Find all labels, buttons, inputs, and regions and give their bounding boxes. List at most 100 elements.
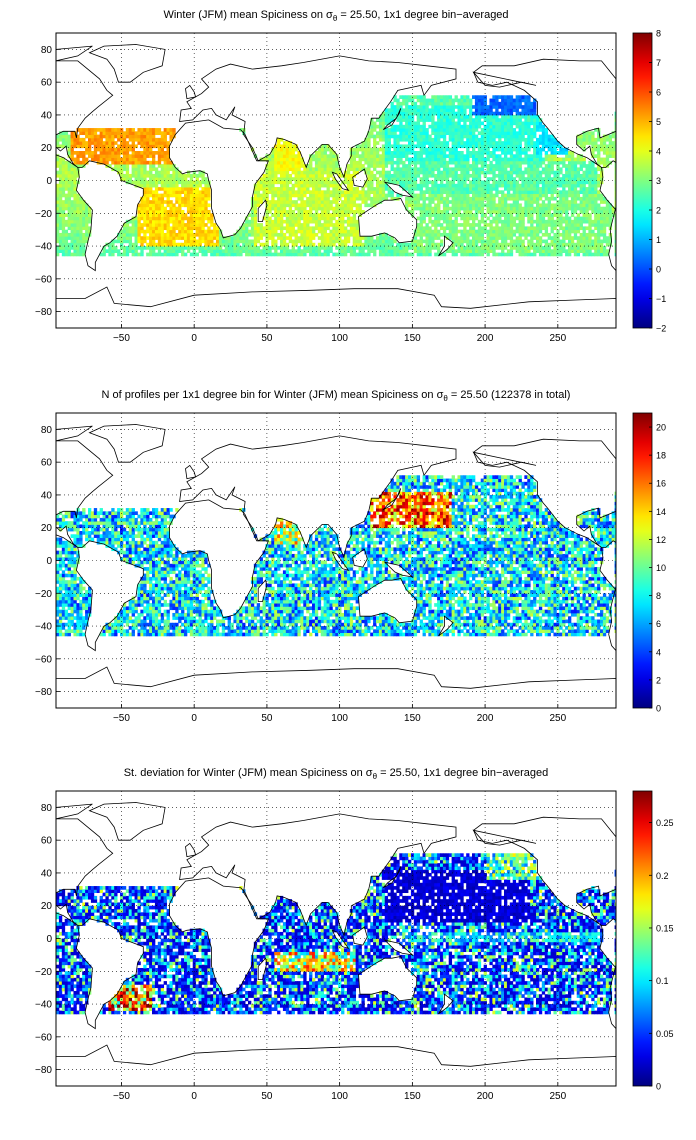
heatmap-cell [474, 151, 479, 155]
heatmap-cell [378, 200, 383, 204]
heatmap-cell [597, 183, 601, 188]
heatmap-cell [480, 167, 485, 172]
heatmap-cell [186, 170, 191, 175]
heatmap-cell [323, 196, 327, 201]
heatmap-cell [451, 187, 455, 191]
heatmap-cell [317, 196, 322, 201]
heatmap-cell [477, 141, 482, 145]
heatmap-cell [122, 137, 127, 142]
heatmap-cell [582, 170, 586, 175]
heatmap-cell [189, 239, 194, 244]
heatmap-cell [381, 187, 386, 191]
heatmap-cell [154, 173, 159, 178]
heatmap-cell [472, 216, 476, 221]
heatmap-cell [381, 183, 386, 188]
heatmap-cell [61, 170, 66, 175]
heatmap-cell [285, 167, 290, 172]
heatmap-cell [329, 216, 333, 221]
heatmap-cell [320, 206, 325, 211]
heatmap-cell [396, 147, 400, 152]
heatmap-cell [67, 160, 71, 165]
heatmap-cell [504, 223, 508, 227]
heatmap-cell [451, 226, 455, 231]
heatmap-cell [605, 252, 610, 257]
heatmap-cell [373, 190, 377, 195]
heatmap-cell [364, 144, 368, 149]
heatmap-cell [67, 151, 71, 155]
heatmap-cell [274, 167, 278, 172]
heatmap-cell [533, 164, 537, 168]
heatmap-cell [544, 232, 549, 237]
heatmap-cell [154, 200, 159, 204]
heatmap-cell [178, 249, 182, 254]
heatmap-cell [431, 196, 435, 201]
heatmap-cell [306, 239, 310, 244]
heatmap-cell [437, 200, 441, 204]
heatmap-cell [198, 173, 202, 178]
heatmap-cell [588, 167, 592, 172]
heatmap-cell [477, 210, 482, 214]
heatmap-cell [387, 187, 391, 191]
heatmap-cell [570, 249, 575, 254]
heatmap-cell [306, 216, 310, 221]
heatmap-cell [85, 157, 89, 162]
heatmap-cell [474, 137, 479, 142]
heatmap-cell [562, 151, 566, 155]
heatmap-cell [271, 200, 275, 204]
heatmap-cell [143, 164, 147, 168]
heatmap-cell [125, 131, 130, 136]
heatmap-cell [268, 249, 272, 254]
heatmap-cell [58, 134, 63, 139]
heatmap-cell [483, 157, 487, 162]
heatmap-cell [268, 160, 272, 165]
heatmap-cell [466, 203, 470, 208]
heatmap-cell [536, 223, 540, 227]
heatmap-cell [93, 134, 98, 139]
heatmap-cell [82, 131, 86, 136]
heatmap-cell [56, 164, 60, 168]
heatmap-cell [437, 177, 441, 181]
heatmap-cell [349, 216, 354, 221]
heatmap-cell [472, 190, 476, 195]
heatmap-cell [600, 200, 604, 204]
heatmap-cell [474, 180, 479, 185]
heatmap-cell [536, 226, 540, 231]
heatmap-cell [530, 154, 534, 158]
heatmap-cell [297, 177, 301, 181]
heatmap-cell [108, 134, 112, 139]
heatmap-cell [437, 144, 441, 149]
heatmap-cell [352, 160, 357, 165]
heatmap-cell [274, 223, 278, 227]
heatmap-cell [492, 232, 496, 237]
heatmap-cell [448, 216, 453, 221]
heatmap-cell [346, 219, 351, 224]
heatmap-cell [370, 177, 374, 181]
heatmap-cell [614, 232, 616, 237]
heatmap-cell [297, 157, 301, 162]
heatmap-cell [163, 219, 167, 224]
heatmap-cell [73, 203, 77, 208]
heatmap-cell [512, 232, 517, 237]
heatmap-cell [562, 249, 566, 254]
heatmap-cell [486, 157, 490, 162]
heatmap-cell [306, 219, 310, 224]
heatmap-cell [378, 183, 383, 188]
heatmap-cell [445, 167, 450, 172]
heatmap-cell [364, 147, 368, 152]
heatmap-cell [495, 167, 499, 172]
heatmap-cell [125, 160, 130, 165]
heatmap-cell [349, 180, 354, 185]
heatmap-cell [125, 232, 130, 237]
heatmap-cell [128, 134, 133, 139]
heatmap-cell [285, 242, 290, 247]
heatmap-cell [125, 134, 130, 139]
heatmap-cell [73, 232, 77, 237]
heatmap-cell [320, 167, 325, 172]
heatmap-cell [280, 213, 284, 217]
heatmap-cell [428, 154, 432, 158]
heatmap-cell [562, 173, 566, 178]
heatmap-cell [480, 134, 485, 139]
heatmap-cell [143, 203, 147, 208]
heatmap-cell [541, 157, 546, 162]
